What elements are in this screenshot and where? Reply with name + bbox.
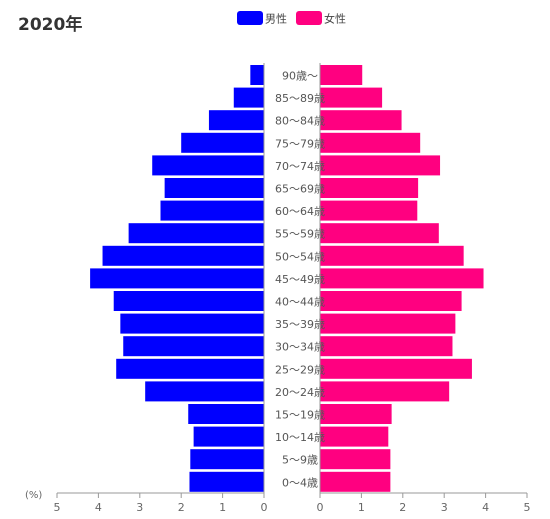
male-bar-18 (250, 65, 264, 85)
female-bar-17 (320, 87, 383, 108)
male-bar-15 (181, 132, 264, 153)
category-label: 45〜49歳 (275, 273, 325, 286)
legend-swatch-male (237, 11, 263, 25)
male-bar-1 (190, 449, 264, 470)
right-tick-label: 1 (358, 501, 365, 514)
category-label: 35〜39歳 (275, 318, 325, 331)
unit-label: (%) (25, 490, 42, 501)
right-tick-label: 5 (524, 501, 531, 514)
left-tick-label: 5 (54, 501, 61, 514)
male-bar-8 (113, 291, 264, 311)
category-label: 90歳〜 (282, 70, 318, 83)
male-bar-9 (90, 268, 265, 289)
female-bar-3 (320, 404, 392, 424)
category-label: 0〜4歳 (282, 476, 318, 489)
category-label: 30〜34歳 (275, 341, 325, 354)
female-bar-10 (320, 245, 464, 266)
category-label: 40〜44歳 (275, 296, 325, 309)
female-bar-4 (320, 381, 450, 402)
male-bar-12 (160, 200, 264, 221)
female-bar-18 (320, 65, 363, 85)
left-tick-label: 3 (136, 501, 143, 514)
male-bar-2 (193, 426, 264, 447)
left-tick-label: 0 (261, 501, 268, 514)
male-bar-6 (123, 336, 265, 357)
female-bar-1 (320, 449, 391, 470)
left-tick-label: 1 (219, 501, 226, 514)
category-label: 5〜9歳 (282, 454, 318, 467)
female-bar-8 (320, 291, 462, 311)
male-bar-4 (145, 381, 264, 402)
category-label: 65〜69歳 (275, 183, 325, 196)
category-label: 10〜14歳 (275, 431, 325, 444)
female-bar-2 (320, 426, 389, 447)
female-bar-7 (320, 313, 456, 334)
male-bar-3 (188, 404, 264, 424)
male-bar-0 (189, 471, 264, 492)
category-label: 70〜74歳 (275, 160, 325, 173)
male-bar-17 (233, 87, 264, 108)
female-bar-9 (320, 268, 484, 289)
category-label: 75〜79歳 (275, 137, 325, 150)
left-tick-label: 4 (95, 501, 102, 514)
male-bar-11 (128, 223, 264, 244)
female-bar-5 (320, 358, 472, 379)
left-tick-label: 2 (178, 501, 185, 514)
right-tick-label: 3 (441, 501, 448, 514)
category-label: 25〜29歳 (275, 363, 325, 376)
category-label: 50〜54歳 (275, 250, 325, 263)
right-tick-label: 4 (482, 501, 489, 514)
legend-label-male: 男性 (265, 12, 287, 26)
category-label: 80〜84歳 (275, 115, 325, 128)
legend-label-female: 女性 (324, 12, 346, 26)
male-bar-7 (120, 313, 264, 334)
male-bar-14 (152, 155, 264, 176)
category-label: 20〜24歳 (275, 386, 325, 399)
female-bar-0 (320, 471, 391, 492)
female-bar-13 (320, 178, 419, 198)
male-bar-13 (164, 178, 264, 198)
chart-title: 2020年 (18, 15, 83, 35)
category-label: 15〜19歳 (275, 409, 325, 422)
category-label: 55〜59歳 (275, 228, 325, 241)
female-bar-12 (320, 200, 418, 221)
right-tick-label: 2 (399, 501, 406, 514)
category-label: 60〜64歳 (275, 205, 325, 218)
legend-swatch-female (296, 11, 322, 25)
female-bar-14 (320, 155, 441, 176)
category-label: 85〜89歳 (275, 92, 325, 105)
female-bar-15 (320, 132, 421, 153)
female-bar-16 (320, 110, 402, 131)
male-bar-16 (208, 110, 264, 131)
male-bar-5 (116, 358, 265, 379)
female-bar-6 (320, 336, 453, 357)
right-tick-label: 0 (317, 501, 324, 514)
male-bar-10 (102, 245, 264, 266)
female-bar-11 (320, 223, 439, 244)
